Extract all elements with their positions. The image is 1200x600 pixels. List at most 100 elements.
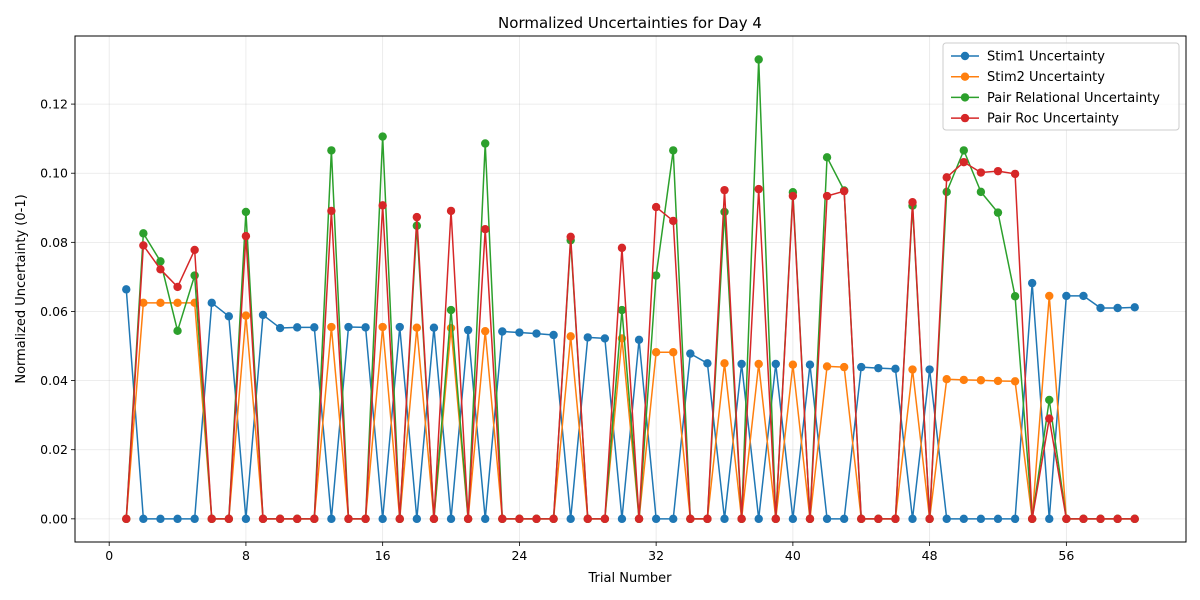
data-point-stim1-uncertainty: [703, 359, 712, 368]
data-point-stim1-uncertainty: [1027, 278, 1037, 288]
legend-item-pair-roc-uncertainty: Pair Roc Uncertainty: [951, 112, 1119, 127]
data-point-stim2-uncertainty: [720, 359, 729, 368]
data-point-pair-roc-uncertainty: [327, 206, 336, 216]
data-point-pair-relational-uncertainty: [754, 55, 763, 64]
data-point-stim2-uncertainty: [412, 323, 422, 332]
data-point-pair-roc-uncertainty: [1096, 514, 1105, 524]
data-point-pair-roc-uncertainty: [959, 157, 968, 167]
data-point-pair-relational-uncertainty: [190, 271, 199, 280]
data-point-stim1-uncertainty: [498, 327, 507, 336]
y-tick-label: 0.02: [40, 442, 68, 457]
y-tick-label: 0.04: [40, 373, 68, 388]
data-point-pair-relational-uncertainty: [1045, 395, 1054, 405]
series-layer: [122, 55, 1139, 524]
data-point-pair-relational-uncertainty: [1010, 292, 1020, 301]
data-point-stim1-uncertainty: [805, 360, 815, 369]
data-point-pair-roc-uncertainty: [788, 191, 798, 201]
data-point-pair-roc-uncertainty: [720, 185, 729, 195]
data-point-pair-relational-uncertainty: [976, 187, 986, 197]
data-point-stim1-uncertainty: [190, 514, 199, 524]
y-tick-label: 0.10: [40, 166, 68, 181]
data-point-pair-roc-uncertainty: [361, 514, 370, 524]
legend-item-stim2-uncertainty: Stim2 Uncertainty: [951, 70, 1105, 85]
data-point-stim2-uncertainty: [139, 298, 148, 308]
data-point-stim1-uncertainty: [1130, 303, 1139, 312]
data-point-pair-roc-uncertainty: [1010, 169, 1020, 179]
data-point-pair-roc-uncertainty: [378, 201, 387, 210]
legend-label: Pair Roc Uncertainty: [987, 112, 1119, 127]
data-point-pair-roc-uncertainty: [874, 514, 883, 524]
data-point-stim2-uncertainty: [908, 365, 917, 374]
data-point-pair-roc-uncertainty: [925, 514, 934, 524]
data-point-stim1-uncertainty: [737, 359, 746, 369]
data-point-stim2-uncertainty: [1010, 377, 1020, 386]
data-point-pair-relational-uncertainty: [669, 146, 678, 155]
data-point-stim2-uncertainty: [788, 360, 798, 369]
data-point-stim1-uncertainty: [310, 323, 319, 332]
data-point-stim2-uncertainty: [481, 326, 490, 336]
data-point-stim1-uncertainty: [549, 330, 558, 340]
data-point-stim1-uncertainty: [771, 359, 780, 369]
data-point-pair-roc-uncertainty: [344, 514, 353, 524]
data-point-stim2-uncertainty: [241, 311, 251, 320]
y-tick-label: 0.08: [40, 235, 68, 250]
data-point-stim1-uncertainty: [1113, 303, 1122, 313]
data-point-stim2-uncertainty: [754, 359, 763, 369]
data-point-pair-relational-uncertainty: [959, 146, 968, 155]
data-point-pair-relational-uncertainty: [481, 139, 490, 148]
data-point-pair-roc-uncertainty: [1130, 514, 1139, 524]
data-point-stim1-uncertainty: [839, 514, 849, 524]
data-point-stim1-uncertainty: [395, 322, 404, 332]
data-point-stim1-uncertainty: [720, 514, 729, 524]
data-point-pair-relational-uncertainty: [993, 208, 1003, 217]
x-tick-label: 16: [375, 548, 391, 563]
chart-title: Normalized Uncertainties for Day 4: [498, 14, 762, 32]
data-point-pair-roc-uncertainty: [771, 514, 780, 524]
data-point-pair-roc-uncertainty: [857, 514, 866, 524]
data-point-pair-relational-uncertainty: [378, 132, 387, 141]
data-point-pair-roc-uncertainty: [122, 514, 131, 524]
data-point-pair-roc-uncertainty: [669, 216, 678, 226]
legend-marker: [960, 113, 970, 123]
data-point-pair-relational-uncertainty: [720, 207, 729, 217]
data-point-stim1-uncertainty: [993, 514, 1003, 524]
data-point-stim1-uncertainty: [925, 365, 934, 374]
legend-item-stim1-uncertainty: Stim1 Uncertainty: [951, 50, 1105, 65]
data-point-stim1-uncertainty: [651, 514, 661, 524]
data-point-pair-roc-uncertainty: [1113, 514, 1122, 524]
data-point-pair-roc-uncertainty: [498, 514, 507, 524]
data-point-stim1-uncertainty: [515, 328, 524, 337]
data-point-stim2-uncertainty: [993, 376, 1003, 386]
data-point-pair-roc-uncertainty: [566, 232, 575, 242]
data-point-pair-roc-uncertainty: [173, 282, 182, 292]
data-point-pair-roc-uncertainty: [942, 173, 951, 182]
data-point-pair-roc-uncertainty: [293, 514, 302, 524]
data-point-stim1-uncertainty: [1045, 514, 1054, 524]
data-point-pair-roc-uncertainty: [703, 514, 712, 524]
data-point-stim1-uncertainty: [857, 362, 866, 372]
data-point-pair-relational-uncertainty: [139, 229, 148, 238]
data-point-stim1-uncertainty: [139, 514, 148, 524]
data-point-stim1-uncertainty: [942, 514, 951, 524]
data-point-pair-roc-uncertainty: [515, 514, 524, 524]
data-point-pair-roc-uncertainty: [600, 514, 610, 524]
legend-marker: [960, 72, 970, 81]
data-point-stim2-uncertainty: [156, 298, 165, 308]
data-point-stim1-uncertainty: [634, 335, 644, 345]
x-tick-label: 8: [242, 548, 250, 563]
data-point-pair-roc-uncertainty: [412, 212, 422, 222]
data-point-pair-roc-uncertainty: [139, 241, 148, 250]
data-point-stim2-uncertainty: [173, 298, 182, 308]
x-tick-label: 24: [511, 548, 527, 563]
data-point-pair-roc-uncertainty: [207, 514, 216, 524]
data-point-stim1-uncertainty: [1010, 514, 1020, 524]
data-point-stim1-uncertainty: [891, 364, 900, 374]
data-point-pair-roc-uncertainty: [310, 514, 319, 524]
data-point-pair-roc-uncertainty: [1079, 514, 1088, 524]
data-point-stim1-uncertainty: [481, 514, 490, 524]
data-point-stim1-uncertainty: [156, 514, 165, 524]
data-point-pair-roc-uncertainty: [481, 225, 490, 234]
data-point-stim2-uncertainty: [959, 375, 968, 385]
data-point-stim2-uncertainty: [669, 348, 678, 357]
data-point-stim2-uncertainty: [839, 362, 849, 372]
